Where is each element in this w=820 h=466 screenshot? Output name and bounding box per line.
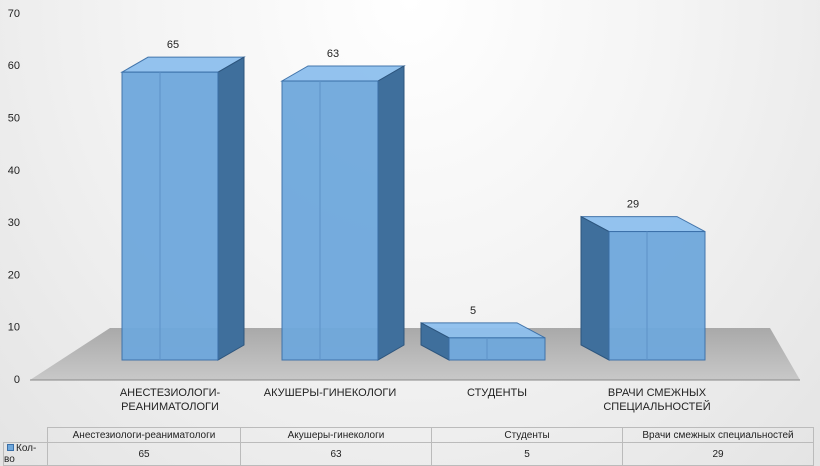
bar-front — [121, 71, 219, 361]
bar — [580, 215, 706, 361]
value-label: 65 — [167, 39, 179, 51]
table-header: Студенты — [431, 427, 623, 443]
value-label: 63 — [327, 48, 339, 60]
x-tick-label: ВРАЧИ СМЕЖНЫХ СПЕЦИАЛЬНОСТЕЙ — [603, 387, 711, 413]
y-tick-label: 0 — [14, 374, 20, 386]
bar-side — [580, 215, 610, 361]
y-tick-label: 20 — [8, 269, 20, 281]
y-tick-label: 10 — [8, 322, 20, 334]
y-tick-label: 50 — [8, 112, 20, 124]
data-table: Анестезиологи-реаниматологи Акушеры-гинек… — [3, 427, 814, 466]
table-value: 29 — [622, 442, 814, 466]
y-tick-label: 30 — [8, 217, 20, 229]
y-tick-label: 60 — [8, 60, 20, 72]
bar-side — [217, 56, 245, 361]
table-value: 63 — [240, 442, 432, 466]
value-label: 29 — [627, 198, 639, 210]
table-value: 5 — [431, 442, 623, 466]
bar — [280, 65, 406, 361]
legend-label: Кол-во — [4, 443, 37, 465]
bar — [420, 322, 546, 361]
bar-side — [377, 65, 405, 361]
bar-front — [608, 231, 706, 361]
plot: 0 10 20 30 40 50 60 70 65 63 5 29 — [8, 8, 800, 386]
x-tick-label: АНЕСТЕЗИОЛОГИ-РЕАНИМАТОЛОГИ — [119, 387, 221, 413]
table-value: 65 — [47, 442, 241, 466]
x-tick-label: АКУШЕРЫ-ГИНЕКОЛОГИ — [263, 387, 397, 399]
legend-cell: Кол-во — [3, 442, 48, 466]
y-tick-label: 70 — [8, 8, 20, 20]
value-label: 5 — [470, 305, 476, 317]
bar-front — [448, 337, 546, 361]
bar-front — [281, 80, 379, 361]
x-tick-label: СТУДЕНТЫ — [467, 387, 527, 399]
legend-key — [7, 444, 14, 451]
bar — [120, 56, 246, 361]
y-tick-label: 40 — [8, 165, 20, 177]
table-header: Акушеры-гинекологи — [240, 427, 432, 443]
table-header: Врачи смежных специальностей — [622, 427, 814, 443]
table-header: Анестезиологи-реаниматологи — [47, 427, 241, 443]
